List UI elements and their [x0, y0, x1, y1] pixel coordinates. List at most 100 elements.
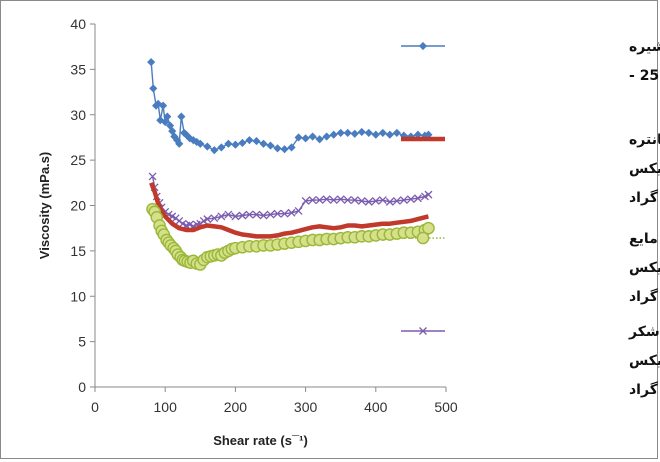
y-tick-label: 10	[70, 288, 86, 304]
x-axis-label: Shear rate (s¯¹)	[213, 433, 308, 448]
series-1-point	[238, 138, 247, 147]
legend-entry-3: درجه 55 -قند مایع درجه 25 -بریکس سانتی گرا…	[401, 231, 660, 305]
series-1-point	[364, 128, 373, 137]
series-1-point	[147, 58, 156, 67]
series-1	[147, 58, 433, 155]
series-1-point	[301, 134, 310, 143]
series-4-point	[392, 197, 401, 205]
x-tick-label: 500	[434, 399, 458, 415]
series-1-point	[371, 130, 380, 139]
legend-label: سانتی گراد	[629, 288, 660, 305]
series-2-line	[149, 181, 429, 239]
plot-area	[146, 58, 435, 271]
series-1-point	[315, 135, 324, 144]
series-1-point	[177, 112, 186, 121]
series-4-point	[371, 197, 380, 205]
series-4-point	[343, 196, 352, 205]
x-tick-label: 0	[91, 399, 99, 415]
series-1-point	[224, 139, 233, 148]
series-4-line	[151, 176, 429, 228]
series-3	[146, 202, 435, 271]
series-4-point	[210, 214, 219, 223]
y-tick-label: 5	[78, 334, 86, 350]
legend-label: درجه 55 -قند مایع	[629, 231, 660, 247]
series-4-point	[287, 208, 296, 217]
series-1-point	[149, 84, 158, 93]
series-1-point	[163, 112, 172, 121]
series-1-point	[308, 132, 317, 141]
series-3-point	[422, 221, 435, 235]
legend-label: درجه 25 -بریکس	[629, 260, 660, 276]
series-1-point	[266, 141, 275, 150]
series-4-point	[224, 210, 233, 219]
x-tick-label: 100	[154, 399, 178, 415]
series-4-point	[259, 211, 268, 220]
series-1-point	[378, 128, 387, 137]
series-4-point	[217, 212, 226, 221]
series-1-point	[273, 144, 282, 153]
x-tick-label: 400	[364, 399, 388, 415]
y-tick-label: 20	[70, 198, 86, 214]
series-1-point	[210, 146, 219, 155]
series-4-point	[399, 196, 408, 205]
y-tick-label: 25	[70, 152, 86, 168]
series-1-point	[159, 101, 168, 110]
series-4-point	[280, 209, 289, 218]
series-1-point	[203, 142, 212, 151]
series-1-point	[175, 139, 184, 148]
series-4-point	[203, 215, 212, 224]
series-1-point	[329, 130, 338, 139]
legend-entry-2: درجه 55 -کنسانتره درجه 25 -بریکس سانتی گرا…	[401, 132, 660, 206]
series-4-point	[378, 196, 387, 205]
series-4-point	[315, 196, 324, 205]
legend-label: درجه 25 -بریکس	[629, 353, 660, 369]
legend-label: سانتی گراد	[629, 189, 660, 206]
series-1-point	[357, 127, 366, 137]
series-4-point	[336, 195, 345, 204]
series-1-point	[294, 133, 303, 142]
series-1-point	[287, 143, 296, 152]
series-4-point	[301, 197, 310, 205]
series-1-point	[252, 137, 261, 146]
series-4-point	[322, 195, 331, 204]
legend-label: درجه بریکس 55 -شیره	[629, 39, 660, 55]
legend-label: درجه 55 -کنسانتره	[629, 132, 660, 148]
y-tick-label: 40	[70, 16, 86, 32]
series-4-point	[350, 196, 359, 205]
series-4-point	[385, 197, 394, 206]
series-4-point	[294, 206, 303, 215]
series-4-point	[406, 195, 415, 204]
x-tick-label: 300	[294, 399, 318, 415]
legend-label: درجه 55 -محلول شکر	[628, 324, 660, 340]
series-1-point	[336, 128, 345, 137]
series-4-point	[357, 197, 366, 205]
series-1-point	[259, 139, 268, 148]
y-axis-label: Viscosity (mPa.s)	[37, 152, 52, 259]
series-4-point	[148, 172, 157, 181]
legend-marker	[416, 231, 430, 245]
series-4	[148, 172, 433, 231]
series-1-point	[343, 128, 352, 137]
legend: درجه بریکس 55 -شیرهدرجه سانتی گراد 25 -د…	[401, 39, 660, 398]
legend-label: سانتی گراد	[629, 381, 660, 398]
series-4-point	[266, 210, 275, 219]
series-4-point	[424, 190, 433, 199]
series-4-point	[245, 210, 254, 219]
series-4-point	[238, 211, 247, 220]
y-tick-label: 15	[70, 243, 86, 259]
series-1-point	[280, 145, 289, 154]
y-tick-label: 35	[70, 61, 86, 77]
series-1-point	[231, 140, 240, 149]
series-4-point	[329, 196, 338, 205]
series-1-point	[217, 143, 226, 152]
series-1-point	[245, 136, 254, 145]
x-tick-label: 200	[224, 399, 248, 415]
series-1-point	[392, 128, 401, 137]
series-2	[149, 181, 429, 239]
series-4-point	[308, 196, 317, 205]
series-4-point	[252, 210, 261, 219]
series-4-point	[231, 212, 240, 221]
series-4-point	[364, 197, 373, 206]
